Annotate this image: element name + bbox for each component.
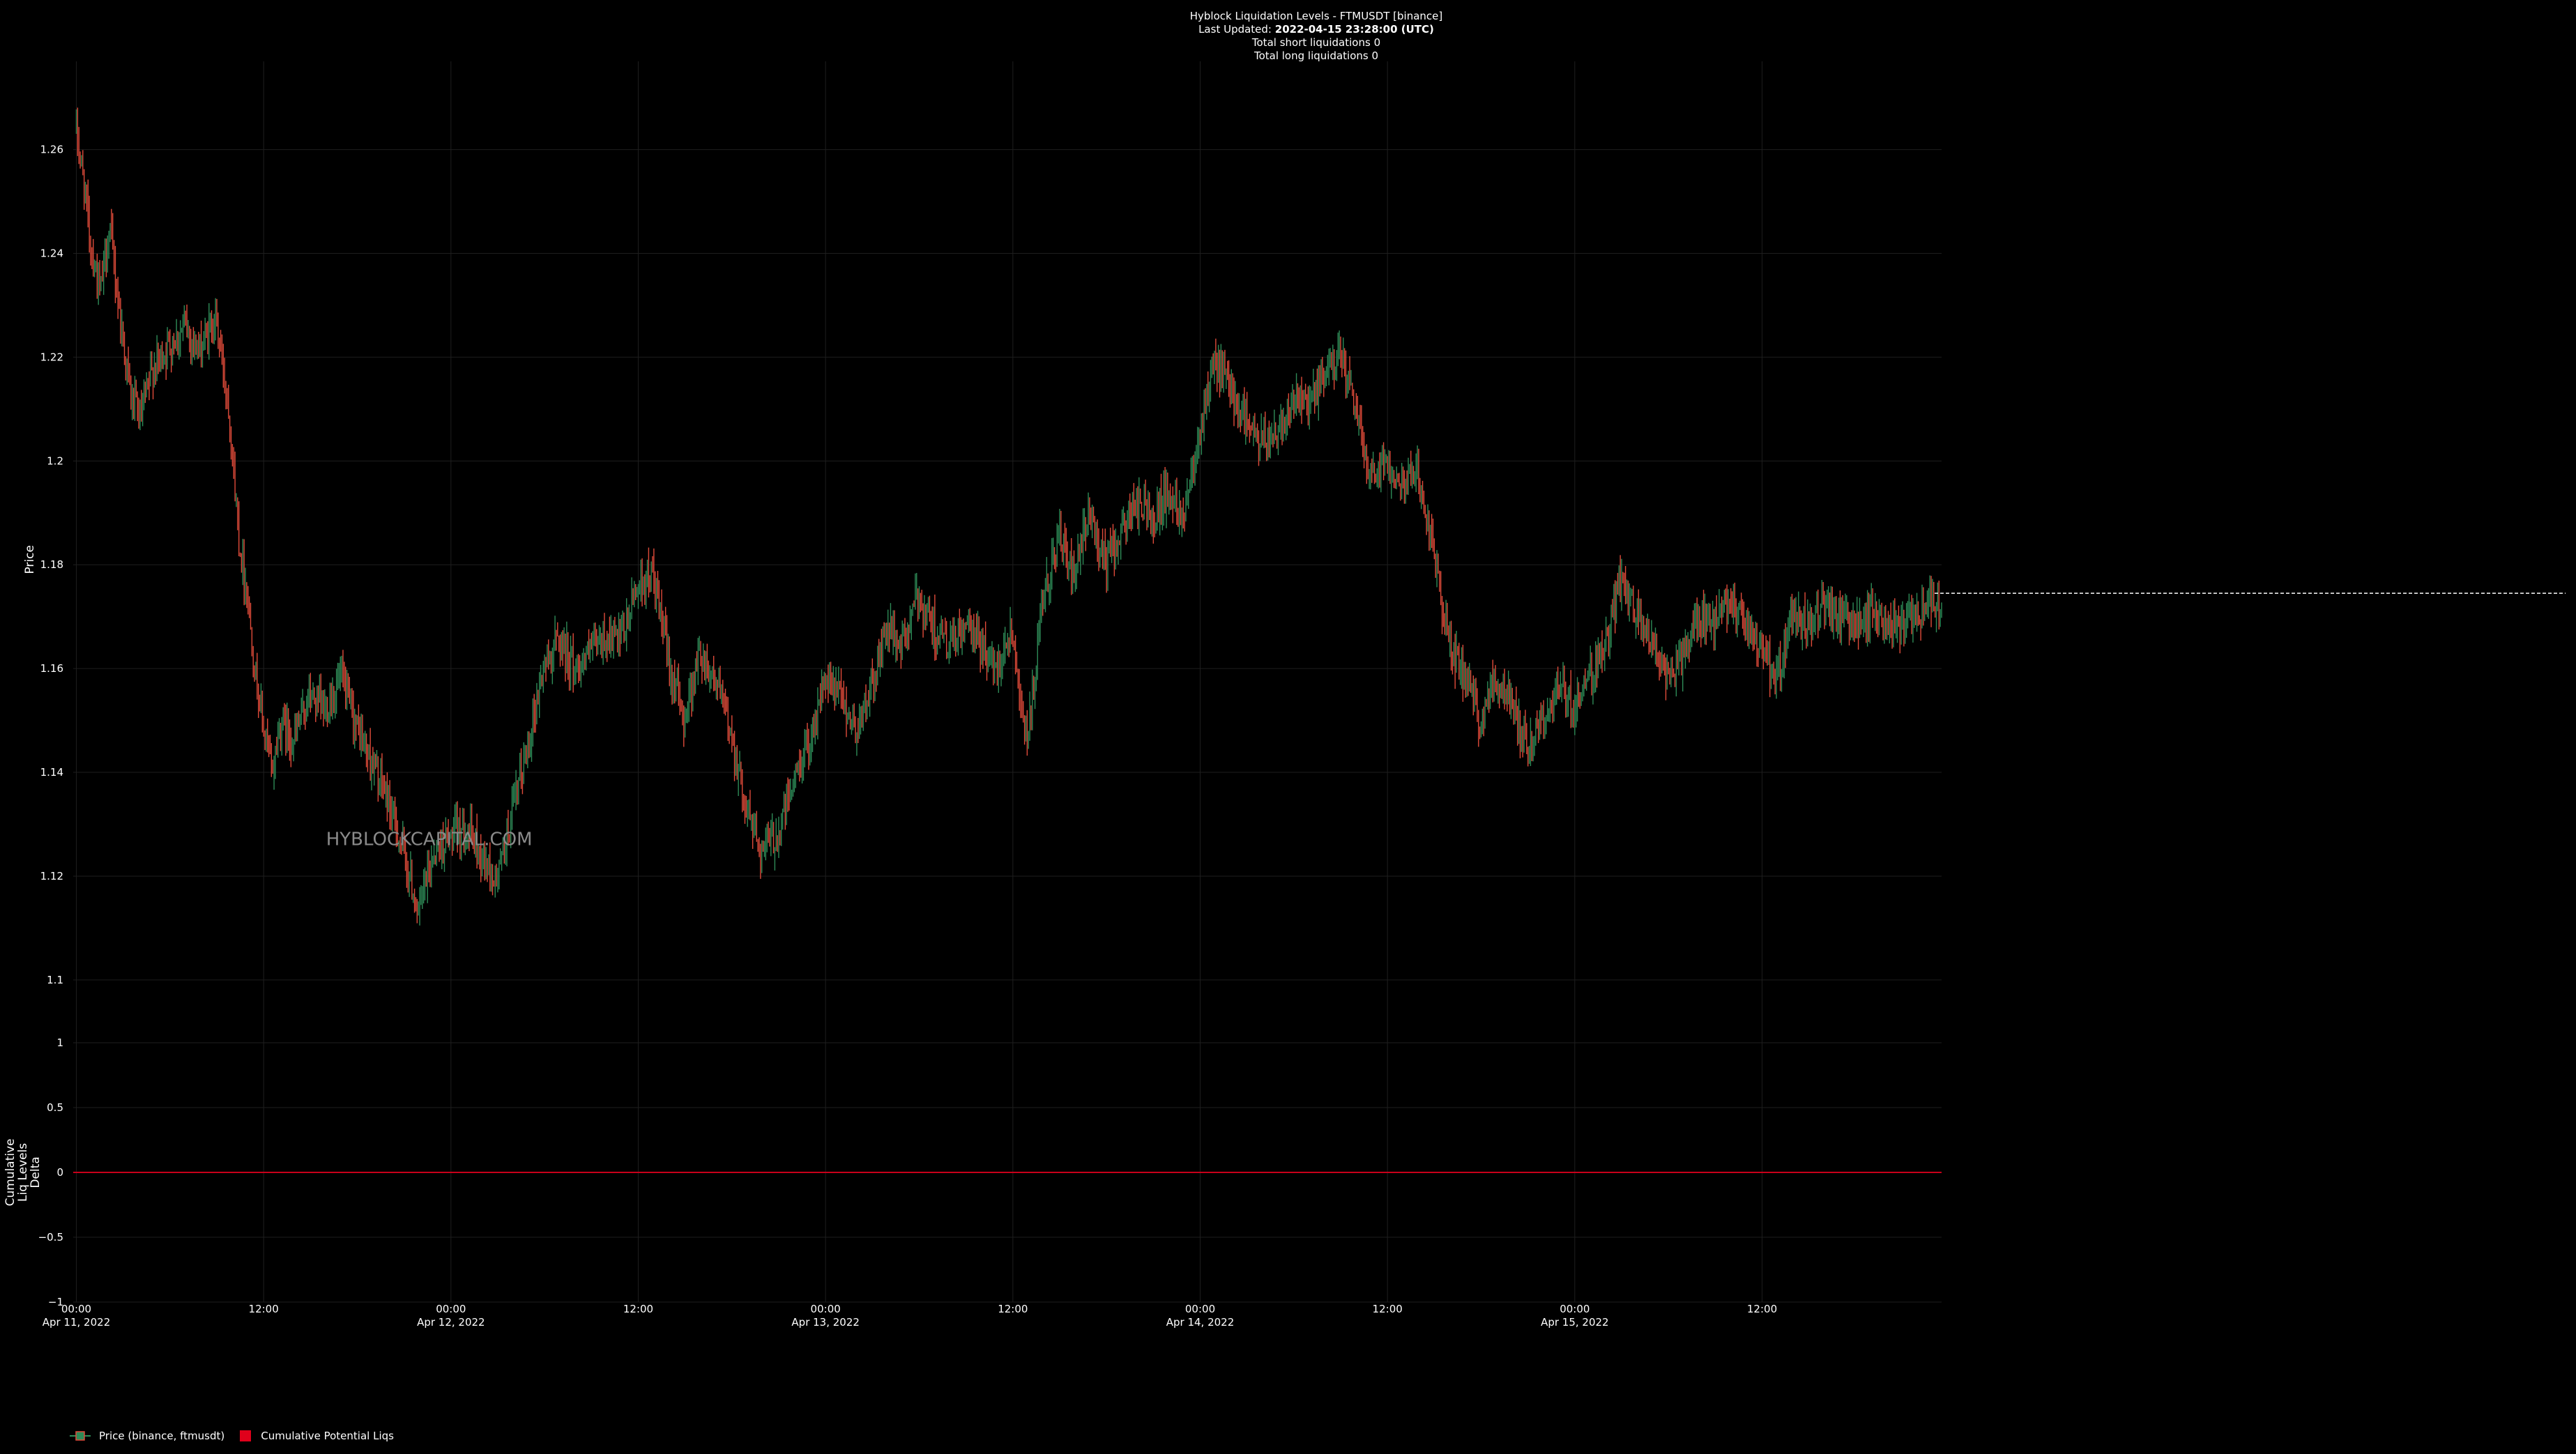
last-updated-value: 2022-04-15 23:28:00 (UTC) (1274, 23, 1434, 36)
x-tick-date: Apr 11, 2022 (43, 1316, 111, 1329)
legend-item-price[interactable]: Price (binance, ftmusdt) (70, 1430, 224, 1442)
delta-tick-label: 0.5 (47, 1101, 63, 1114)
x-tick-date: Apr 15, 2022 (1541, 1316, 1609, 1329)
legend-label-price: Price (binance, ftmusdt) (99, 1430, 225, 1442)
delta-tick-label: −1 (48, 1296, 63, 1308)
y-tick-label: 1.1 (47, 974, 63, 986)
y-tick-label: 1.18 (40, 558, 63, 571)
x-tick-label: 00:00 (61, 1303, 91, 1315)
legend-label-liqs: Cumulative Potential Liqs (261, 1430, 394, 1442)
chart-header: Hyblock Liquidation Levels - FTMUSDT [bi… (1037, 10, 1595, 63)
short-liquidations: Total short liquidations 0 (1251, 36, 1381, 49)
grid-lines (73, 61, 1942, 1303)
y-tick-label: 1.22 (40, 351, 63, 363)
x-tick-date: Apr 12, 2022 (417, 1316, 485, 1329)
x-tick-label: 12:00 (249, 1303, 279, 1315)
long-liquidations: Total long liquidations 0 (1253, 49, 1379, 62)
x-tick-date: Apr 13, 2022 (791, 1316, 860, 1329)
price-candles[interactable] (75, 107, 1942, 926)
watermark: HYBLOCKCAPITAL.COM (326, 829, 533, 850)
y-tick-label: 1.26 (40, 144, 63, 156)
last-updated-label: Last Updated: (1198, 23, 1275, 36)
chart-overlay: HYBLOCKCAPITAL.COM (326, 592, 2566, 850)
delta-tick-label: −0.5 (38, 1231, 63, 1243)
y-tick-label: 1.12 (40, 870, 63, 882)
x-tick-label: 00:00 (811, 1303, 841, 1315)
legend-item-liqs[interactable]: Cumulative Potential Liqs (240, 1430, 394, 1442)
delta-tick-label: 1 (56, 1036, 63, 1049)
x-tick-label: 12:00 (1747, 1303, 1777, 1315)
y-tick-label: 1.24 (40, 247, 63, 259)
x-tick-label: 12:00 (1373, 1303, 1403, 1315)
chart-title: Hyblock Liquidation Levels - FTMUSDT [bi… (1189, 10, 1443, 22)
liqs-legend-icon (240, 1430, 252, 1441)
y-tick-label: 1.16 (40, 662, 63, 675)
legend: Price (binance, ftmusdt) Cumulative Pote… (70, 1430, 409, 1442)
x-tick-label: 00:00 (1560, 1303, 1590, 1315)
x-tick-label: 12:00 (998, 1303, 1028, 1315)
delta-axis-title: CumulativeLiq LevelsDelta (3, 1138, 43, 1206)
last-updated: Last Updated: 2022-04-15 23:28:00 (UTC) (1037, 23, 1595, 36)
y-tick-label: 1.14 (40, 766, 63, 779)
x-tick-label: 12:00 (623, 1303, 653, 1315)
x-tick-label: 00:00 (436, 1303, 466, 1315)
price-axis-title: Price (23, 545, 37, 574)
delta-tick-label: 0 (56, 1166, 63, 1179)
x-tick-label: 00:00 (1185, 1303, 1215, 1315)
x-tick-date: Apr 14, 2022 (1166, 1316, 1235, 1329)
y-tick-label: 1.2 (47, 454, 63, 467)
axes: 1.1 1.12 1.14 1.16 1.18 1.2 1.22 1.24 1.26 −1 −0.5… (3, 144, 1777, 1329)
price-legend-icon (70, 1431, 91, 1441)
